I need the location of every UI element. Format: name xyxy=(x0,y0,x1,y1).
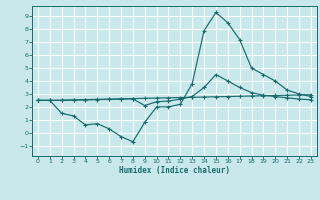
X-axis label: Humidex (Indice chaleur): Humidex (Indice chaleur) xyxy=(119,166,230,175)
